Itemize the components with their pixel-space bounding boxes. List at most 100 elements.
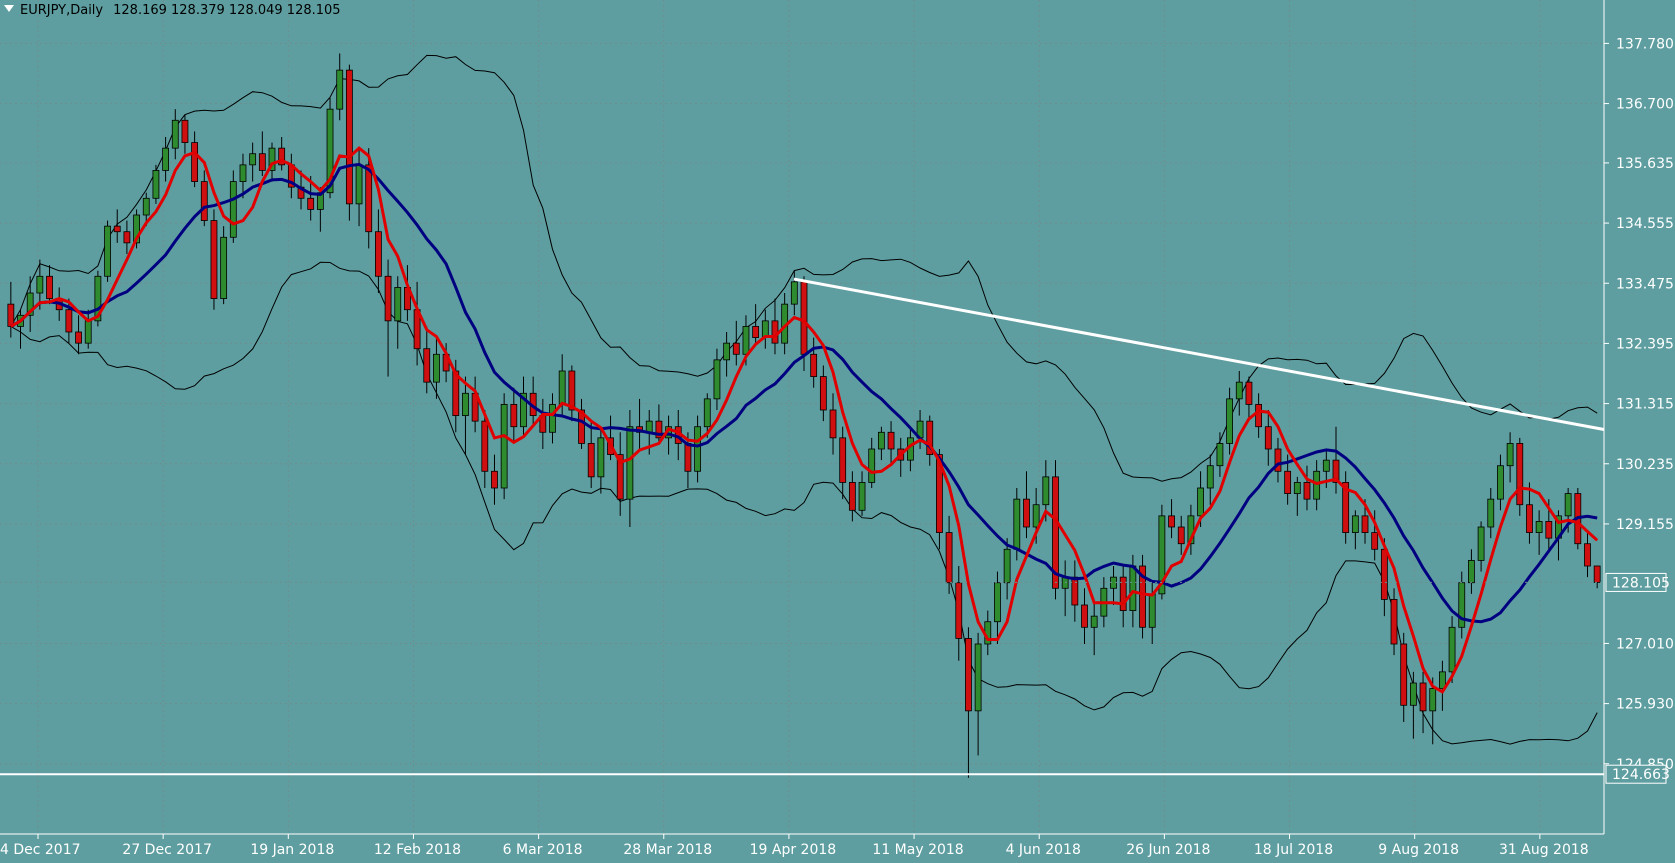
candle-body — [1158, 515, 1166, 595]
candle-body — [752, 326, 760, 338]
candle-body — [645, 420, 653, 433]
candle-body — [1023, 498, 1030, 528]
candle-body — [133, 214, 140, 244]
candle-body — [36, 275, 44, 294]
candle-body — [800, 281, 808, 355]
candle-body — [1506, 443, 1514, 467]
candle-body — [200, 181, 208, 221]
candle-body — [1380, 548, 1388, 600]
candle-body — [162, 147, 169, 171]
y-tick-label: 132.395 — [1616, 336, 1674, 352]
candle-body — [858, 482, 866, 511]
candle-body — [462, 392, 469, 416]
candle-body — [239, 164, 247, 182]
candle-body — [723, 342, 731, 361]
candle-body — [974, 643, 982, 712]
menu-triangle-icon[interactable] — [4, 5, 14, 12]
candle-body — [75, 331, 82, 344]
candle-body — [1564, 493, 1572, 517]
candle-body — [384, 275, 392, 322]
candle-body — [510, 404, 518, 428]
x-tick-label: 19 Apr 2018 — [750, 842, 837, 858]
candle-body — [810, 353, 818, 377]
trendline — [793, 277, 1605, 431]
x-tick-label: 27 Dec 2017 — [122, 842, 211, 858]
candle-body — [1071, 576, 1079, 606]
candle-body — [1448, 626, 1456, 673]
candle-body — [713, 359, 721, 400]
candle-body — [104, 225, 111, 277]
candle-body — [113, 225, 121, 233]
candle-body — [819, 376, 827, 411]
candle-body — [684, 443, 692, 472]
candle-body — [558, 370, 566, 405]
x-tick-label: 4 Dec 2017 — [0, 842, 81, 858]
ohlc-values: 128.169 128.379 128.049 128.105 — [113, 3, 341, 18]
ma-slow-line — [10, 162, 1598, 624]
bollinger-upper-line — [10, 54, 1598, 482]
candle-body — [1226, 398, 1233, 444]
candle-body — [220, 236, 228, 299]
candle-body — [181, 119, 189, 143]
candle-body — [375, 231, 382, 277]
candle-body — [1429, 688, 1437, 712]
candle-body — [258, 153, 266, 171]
candle-body — [1245, 381, 1253, 405]
candle-body — [210, 220, 218, 299]
candle-body — [307, 197, 315, 210]
candle-body — [965, 638, 972, 712]
y-tick-label: 134.555 — [1616, 216, 1674, 232]
candle-body — [568, 370, 576, 411]
candle-body — [123, 231, 131, 244]
candle-body — [423, 348, 431, 383]
candle-body — [1322, 459, 1330, 472]
candle-body — [1303, 482, 1311, 500]
x-tick-label: 6 Mar 2018 — [503, 842, 583, 858]
y-tick-label: 129.155 — [1616, 517, 1674, 533]
candle-body — [433, 353, 440, 383]
candle-body — [1264, 426, 1272, 450]
candle-body — [587, 443, 595, 478]
candle-body — [1313, 470, 1321, 500]
current-price-box — [1605, 572, 1667, 592]
symbol-label: EURJPY,Daily — [20, 3, 104, 18]
y-tick-label: 136.700 — [1616, 97, 1674, 113]
candle-body — [1013, 498, 1021, 550]
candle-body — [1409, 682, 1417, 706]
candle-body — [868, 448, 876, 483]
candle-body — [1139, 565, 1146, 628]
candle-body — [1148, 593, 1156, 628]
candle-body — [1032, 504, 1040, 528]
candle-body — [1516, 443, 1524, 506]
candle-body — [345, 69, 353, 205]
y-tick-label: 137.780 — [1616, 36, 1674, 52]
candle-body — [626, 426, 634, 500]
candle-body — [326, 108, 334, 194]
candle-body — [1545, 521, 1553, 539]
candle-body — [191, 142, 199, 182]
candle-body — [742, 326, 750, 355]
candle-body — [703, 398, 711, 428]
y-tick-label: 133.475 — [1616, 276, 1674, 292]
candle-body — [152, 170, 160, 199]
candle-body — [597, 437, 605, 478]
candle-body — [520, 392, 527, 428]
candle-body — [1255, 404, 1263, 428]
y-tick-label: 130.235 — [1616, 457, 1674, 473]
candle-body — [732, 342, 740, 355]
x-tick-label: 9 Aug 2018 — [1378, 842, 1459, 858]
candle-body — [1535, 521, 1543, 533]
candle-body — [887, 431, 895, 450]
candle-body — [1052, 476, 1059, 589]
current-price-label: 128.105 — [1612, 575, 1670, 591]
support-price-label: 124.663 — [1612, 767, 1670, 783]
candle-body — [1274, 448, 1282, 472]
candle-body — [1593, 565, 1601, 583]
candle-body — [955, 582, 963, 639]
bollinger-lower-line — [10, 261, 1598, 745]
candle-body — [926, 420, 934, 455]
candle-body — [278, 147, 286, 166]
candle-body — [1361, 515, 1369, 533]
candle-body — [171, 119, 179, 149]
